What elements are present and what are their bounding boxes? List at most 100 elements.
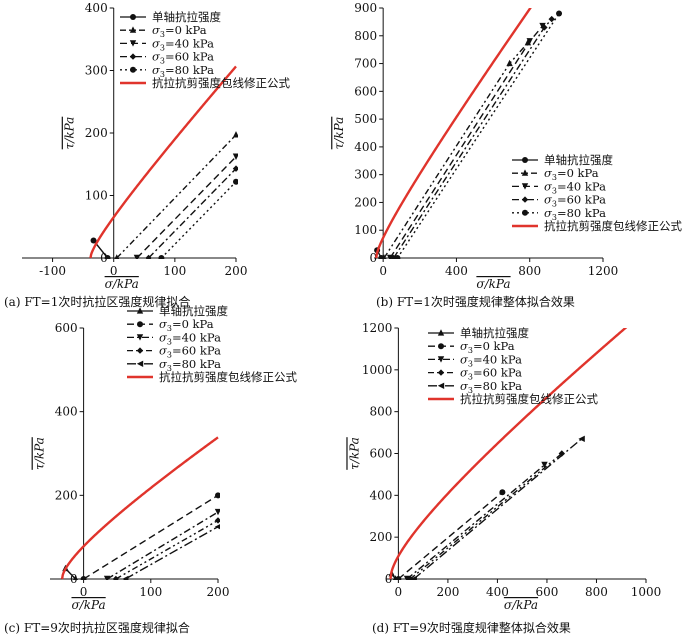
data-point bbox=[232, 165, 238, 172]
panel-caption: (c) FT=9次时抗拉区强度规律拟合 bbox=[4, 620, 190, 635]
data-point bbox=[541, 24, 548, 31]
data-point bbox=[541, 461, 548, 469]
y-tick-label: 0 bbox=[385, 572, 393, 586]
x-axis-label: σ/kPa bbox=[504, 598, 538, 612]
legend-marker bbox=[521, 196, 529, 203]
data-point bbox=[90, 237, 97, 244]
data-point bbox=[578, 435, 585, 443]
series-line bbox=[396, 13, 560, 259]
data-point bbox=[526, 38, 533, 45]
legend-marker bbox=[521, 169, 529, 176]
y-tick-label: 200 bbox=[369, 530, 392, 544]
x-tick-label: 800 bbox=[585, 585, 608, 599]
x-tick-label: -100 bbox=[39, 264, 66, 278]
x-tick-label: 200 bbox=[207, 585, 230, 599]
plot-area bbox=[89, 65, 238, 259]
series-line bbox=[115, 519, 219, 580]
series-line bbox=[160, 181, 237, 259]
y-tick-label: 1000 bbox=[362, 363, 393, 377]
y-axis-label: τ/kPa bbox=[347, 437, 361, 470]
y-tick-label: 100 bbox=[354, 223, 377, 237]
legend-label: σ3=40 kPa bbox=[460, 352, 522, 368]
data-point bbox=[556, 10, 563, 17]
x-tick-label: 400 bbox=[445, 264, 468, 278]
legend-label: σ3=0 kPa bbox=[159, 317, 214, 333]
legend-label: σ3=80 kPa bbox=[159, 357, 221, 373]
legend-label: 抗拉抗剪强度包线修正公式 bbox=[460, 392, 598, 406]
series-line bbox=[116, 134, 237, 259]
x-tick-label: 1000 bbox=[631, 585, 662, 599]
x-tick-label: 200 bbox=[225, 264, 248, 278]
data-point bbox=[539, 22, 546, 30]
legend-marker bbox=[136, 307, 144, 314]
legend-label: σ3=40 kPa bbox=[544, 179, 606, 195]
series-line bbox=[124, 526, 219, 580]
y-tick-label: 0 bbox=[370, 251, 378, 265]
series-line bbox=[389, 25, 544, 259]
y-tick-label: 400 bbox=[354, 140, 377, 154]
legend-label: σ3=0 kPa bbox=[544, 166, 599, 182]
x-tick-label: 0 bbox=[395, 585, 403, 599]
series-line bbox=[383, 42, 529, 259]
data-point bbox=[499, 489, 506, 496]
series-line bbox=[413, 438, 583, 580]
legend-label: σ3=80 kPa bbox=[460, 379, 522, 395]
plot-area bbox=[374, 8, 563, 259]
y-tick-label: 900 bbox=[354, 1, 377, 15]
data-point bbox=[381, 254, 387, 259]
data-point bbox=[233, 178, 238, 185]
data-point bbox=[214, 517, 220, 524]
series-line bbox=[409, 452, 563, 580]
y-tick-label: 400 bbox=[85, 1, 108, 15]
legend-marker bbox=[522, 209, 528, 216]
x-tick-label: 100 bbox=[163, 264, 186, 278]
panel-caption: (b) FT=1次时强度规律整体拟合效果 bbox=[376, 294, 575, 309]
y-tick-label: 300 bbox=[85, 64, 108, 78]
y-tick-label: 400 bbox=[55, 405, 78, 419]
x-tick-label: 100 bbox=[139, 585, 162, 599]
chart-panel-b: 0 400 800 1200 0 100 200 300 400 500 600 700 800 900 σ… bbox=[332, 1, 682, 309]
data-point bbox=[232, 131, 238, 138]
y-axis-label: τ/kPa bbox=[63, 117, 77, 150]
legend-label: σ3=60 kPa bbox=[544, 193, 606, 209]
data-point bbox=[133, 254, 141, 259]
data-point bbox=[232, 153, 238, 160]
legend-marker bbox=[130, 14, 136, 20]
y-tick-label: 700 bbox=[354, 57, 377, 71]
y-tick-label: 600 bbox=[55, 321, 78, 335]
legend-marker bbox=[136, 347, 144, 354]
x-tick-label: 400 bbox=[486, 585, 509, 599]
legend-marker bbox=[129, 40, 137, 47]
legend-label: σ3=60 kPa bbox=[152, 50, 214, 66]
y-tick-label: 200 bbox=[55, 488, 78, 502]
legend-marker bbox=[130, 66, 136, 73]
y-tick-label: 800 bbox=[354, 29, 377, 43]
legend-marker bbox=[136, 334, 144, 341]
series-line bbox=[148, 168, 237, 259]
legend-label: 单轴抗拉强度 bbox=[460, 326, 529, 340]
y-tick-label: 800 bbox=[369, 405, 392, 419]
data-point bbox=[112, 575, 120, 580]
legend-label: 抗拉抗剪强度包线修正公式 bbox=[544, 219, 682, 233]
y-tick-label: 600 bbox=[369, 447, 392, 461]
data-point bbox=[215, 492, 220, 499]
data-point bbox=[145, 254, 152, 259]
y-tick-label: 200 bbox=[85, 126, 108, 140]
envelope-curve bbox=[375, 8, 532, 259]
legend-marker bbox=[129, 26, 137, 33]
panel-caption: (d) FT=9次时强度规律整体拟合效果 bbox=[372, 620, 571, 635]
data-point bbox=[395, 576, 402, 580]
data-point bbox=[73, 575, 78, 580]
data-point bbox=[80, 576, 87, 580]
panel-caption: (a) FT=1次时抗拉区强度规律拟合 bbox=[4, 294, 190, 309]
legend-label: 抗拉抗剪强度包线修正公式 bbox=[152, 76, 290, 90]
data-point bbox=[103, 575, 111, 580]
x-tick-label: 200 bbox=[436, 585, 459, 599]
y-tick-label: 400 bbox=[369, 488, 392, 502]
legend-marker bbox=[129, 53, 137, 60]
series-line bbox=[393, 18, 553, 259]
